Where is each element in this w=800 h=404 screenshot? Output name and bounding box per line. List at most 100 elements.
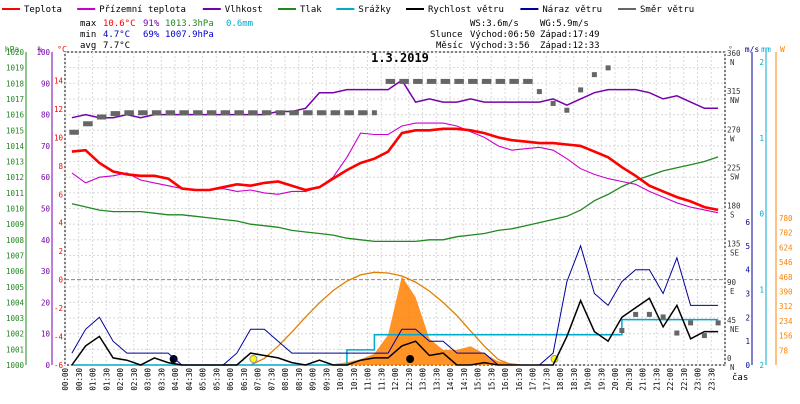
pressure-tick-label: 1017 <box>6 95 24 104</box>
wind-dir-point <box>413 78 419 84</box>
wind-dir-point <box>486 78 492 84</box>
sunrise-marker <box>249 355 258 363</box>
wind-dir-point <box>101 114 107 120</box>
temp-tick-label: 10 <box>54 133 64 142</box>
solar-tick-label: 78 <box>779 346 789 355</box>
legend-label: Směr větru <box>640 5 694 15</box>
wind-dir-point <box>220 110 226 116</box>
x-tick-label: 20:30 <box>625 368 634 391</box>
wind-dir-point <box>115 111 121 117</box>
series-wind-speed <box>71 297 719 366</box>
rain-tick-label: 1 <box>759 134 764 143</box>
humidity-tick-label: 30 <box>41 267 51 276</box>
wind-dir-point <box>96 114 102 120</box>
sun-set: Západ:17:49 <box>540 30 600 40</box>
wind-dir-point <box>261 110 267 116</box>
wind-dir-point <box>344 110 350 116</box>
x-tick-label: 09:30 <box>322 368 331 391</box>
wind-dir-tick-dir: SW <box>730 172 740 181</box>
wind-dir-tick-label: 225 <box>727 163 741 172</box>
x-tick-label: 14:30 <box>460 368 469 391</box>
pressure-tick-label: 1002 <box>6 330 24 339</box>
wind-dir-tick-label: 180 <box>727 202 741 211</box>
x-tick-label: 15:00 <box>474 368 483 391</box>
solar-axis-unit: W <box>780 45 785 54</box>
temp-tick-label: 14 <box>54 76 64 85</box>
x-axis-label: čas <box>732 372 748 383</box>
wind-dir-point <box>266 110 272 116</box>
x-tick-label: 13:30 <box>432 368 441 391</box>
x-tick-label: 17:30 <box>542 368 551 391</box>
humidity-tick-label: 90 <box>41 79 51 88</box>
temp-tick-label: 2 <box>58 247 63 256</box>
wind-dir-point <box>193 110 199 116</box>
x-tick-label: 18:30 <box>570 368 579 391</box>
x-tick-label: 14:00 <box>446 368 455 391</box>
wind-dir-tick-label: 270 <box>727 125 741 134</box>
pressure-tick-label: 1014 <box>6 142 25 151</box>
pressure-tick-label: 1006 <box>6 267 25 276</box>
wind-dir-point <box>715 320 721 326</box>
x-tick-label: 20:00 <box>611 368 620 391</box>
solar-tick-label: 546 <box>779 258 793 267</box>
chart-title: 1.3.2019 <box>371 51 429 65</box>
pressure-tick-label: 1000 <box>6 361 25 370</box>
wind-dir-tick-label: 315 <box>727 87 741 96</box>
wind-tick-label: 0 <box>745 361 750 370</box>
temp-axis-unit: °C <box>57 45 67 54</box>
wind-dir-point <box>280 110 286 116</box>
wind-dir-tick-dir: N <box>730 58 735 67</box>
wind-dir-point <box>289 110 295 116</box>
legend: Teplota Přízemní teplota Vlhkost Tlak Srážky… <box>2 5 694 15</box>
wind-dir-point <box>197 110 203 116</box>
x-tick-label: 07:30 <box>267 368 276 391</box>
stat-max-label: max <box>80 19 97 29</box>
wind-dir-point <box>110 111 116 117</box>
stat-min-hum: 69% <box>143 30 160 40</box>
axes: hPa1000100110021003100410051006100710081… <box>5 45 793 391</box>
wind-dir-point <box>83 121 89 127</box>
series-wind-gust <box>71 244 719 366</box>
wind-dir-point <box>513 78 519 84</box>
wind-dir-point <box>348 110 354 116</box>
x-tick-label: 03:00 <box>144 368 153 391</box>
humidity-tick-label: 50 <box>41 205 51 214</box>
wind-dir-tick-dir: W <box>730 134 735 143</box>
wind-dir-point <box>87 121 93 127</box>
legend-label: Teplota <box>24 5 62 15</box>
temp-tick-label: 0 <box>58 276 63 285</box>
x-tick-label: 06:00 <box>226 368 235 391</box>
x-tick-label: 01:30 <box>102 368 111 391</box>
wind-dir-point <box>170 110 176 116</box>
solar-tick-label: 390 <box>779 288 793 297</box>
wind-dir-point <box>605 65 611 71</box>
x-tick-label: 04:00 <box>171 368 180 391</box>
wind-dir-point <box>330 110 336 116</box>
wind-wg: WG:5.9m/s <box>540 19 589 29</box>
pressure-tick-label: 1010 <box>6 205 25 214</box>
x-tick-label: 00:30 <box>75 368 84 391</box>
legend-label: Přízemní teplota <box>99 5 186 15</box>
wind-ws: WS:3.6m/s <box>470 19 519 29</box>
wind-dir-point <box>371 110 377 116</box>
temp-tick-label: 6 <box>58 190 63 199</box>
x-tick-label: 18:00 <box>556 368 565 391</box>
wind-tick-label: 1 <box>745 337 750 346</box>
wind-dir-tick-dir: NW <box>730 96 740 105</box>
stat-max-temp: 10.6°C <box>103 19 136 29</box>
rain-tick-label: 0 <box>759 210 764 219</box>
rain-tick-label: 2 <box>759 361 764 370</box>
series-temperature <box>71 127 719 212</box>
humidity-tick-label: 20 <box>41 298 51 307</box>
stat-max-hum: 91% <box>143 19 160 29</box>
humidity-tick-label: 80 <box>41 111 51 120</box>
x-tick-label: 11:30 <box>377 368 386 391</box>
x-tick-label: 05:00 <box>199 368 208 391</box>
pressure-tick-label: 1008 <box>6 236 25 245</box>
sun-label: Slunce <box>430 30 463 40</box>
wind-dir-point <box>591 72 597 78</box>
x-tick-label: 01:00 <box>89 368 98 391</box>
wind-dir-point <box>550 100 556 106</box>
moonrise-marker <box>169 355 178 363</box>
